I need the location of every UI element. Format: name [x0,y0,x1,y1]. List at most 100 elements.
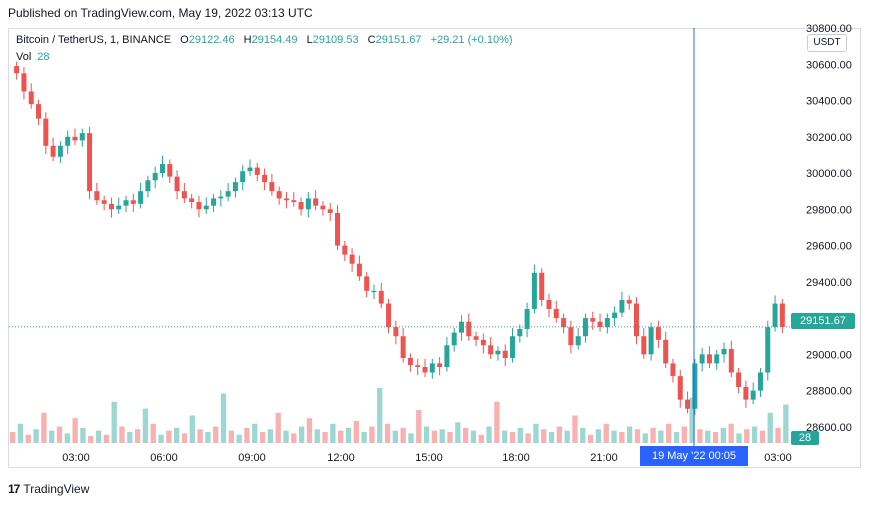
candle-body [225,191,231,197]
candle-body [196,202,202,210]
candle-body [407,357,413,366]
candle-body [765,327,771,373]
volume-bar [80,427,86,443]
y-tick-label: 30600.00 [806,59,852,71]
candle-body [663,339,669,364]
candle-body [342,245,348,255]
candle-body [575,336,581,346]
candle-body [349,254,355,264]
candle-body [458,321,464,333]
volume-bar [462,427,469,443]
volume-bar [213,426,219,443]
y-tick-label: 29800.00 [806,204,852,216]
volume-bar [423,426,430,443]
candle-body [393,327,399,337]
volume-bar [486,426,492,443]
volume-bar [158,434,164,443]
volume-bar [338,430,344,443]
candle-body [327,209,333,213]
candle-body [313,198,319,206]
candle-body [721,348,727,355]
volume-bar [642,433,648,443]
currency-button[interactable]: USDT [807,34,847,52]
candle-body [750,390,756,400]
candle-body [28,91,34,105]
legend-symbol[interactable]: Bitcoin / TetherUS, 1, BINANCE [16,34,172,46]
volume-legend: Vol 28 [16,51,50,63]
candle-body [422,367,428,373]
volume-bar [33,429,39,443]
volume-bar [572,415,578,443]
candle-body [648,327,654,355]
candle-body [364,276,370,291]
candle-body [553,309,559,319]
volume-label[interactable]: Vol [16,51,32,63]
candle-body [444,345,450,368]
volume-bar [88,436,94,443]
volume-bar [744,429,750,443]
volume-bar [369,426,375,443]
candle-body [590,318,596,322]
candle-body [779,303,785,327]
candle-body [429,363,435,373]
candle-body [378,290,384,304]
volume-bar [377,388,383,443]
candle-body [159,163,165,174]
candle-body [626,299,632,304]
candle-body [167,163,173,177]
volume-bar [494,401,500,443]
candle-body [619,299,625,313]
candle-body [203,205,209,210]
volume-bar [783,404,789,443]
volume-bar [603,423,609,443]
volume-bar [41,412,47,443]
candle-body [123,200,129,206]
volume-bar [767,412,773,443]
x-tick-label: 03:00 [764,452,792,464]
volume-bar [72,418,78,443]
candle-body [400,336,406,358]
volume-bar [759,430,766,443]
volume-bar [689,397,695,443]
volume-bar [736,433,742,443]
volume-bar [541,429,547,443]
volume-bar [447,432,453,443]
candle-body [320,205,326,210]
candle-body [79,133,85,141]
volume-bar [392,430,398,443]
candle-body [371,290,377,293]
candle-body [335,212,341,246]
volume-bar [353,421,359,443]
x-tick-label: 12:00 [327,452,355,464]
candle-body [138,191,144,204]
candle-body [94,191,100,201]
volume-bar [134,429,141,443]
footer-brand-text: TradingView [23,482,90,496]
x-tick-label: 06:00 [150,452,178,464]
x-tick-label: 15:00 [415,452,443,464]
candle-body [466,321,472,337]
legend-open-label: O [180,34,189,46]
volume-bar [25,434,31,443]
footer-branding[interactable]: 17 TradingView [8,482,89,496]
volume-bar [720,427,727,443]
candle-body [634,303,640,337]
volume-bar [384,423,391,443]
candle-body [174,176,180,192]
volume-bar [49,430,55,443]
volume-bar [259,432,266,443]
candle-body [561,318,567,328]
y-tick-label: 30000.00 [806,168,852,180]
candle-body [757,372,763,391]
volume-bar [751,426,758,443]
volume-bar [56,426,63,443]
volume-bar [611,430,617,443]
x-tick-label: 03:00 [62,452,90,464]
volume-bar [119,426,125,443]
y-tick-label: 29400.00 [806,277,852,289]
legend-high-label: H [243,34,252,46]
candle-body [50,145,56,157]
candle-body [356,263,362,277]
candle-body [247,167,253,172]
